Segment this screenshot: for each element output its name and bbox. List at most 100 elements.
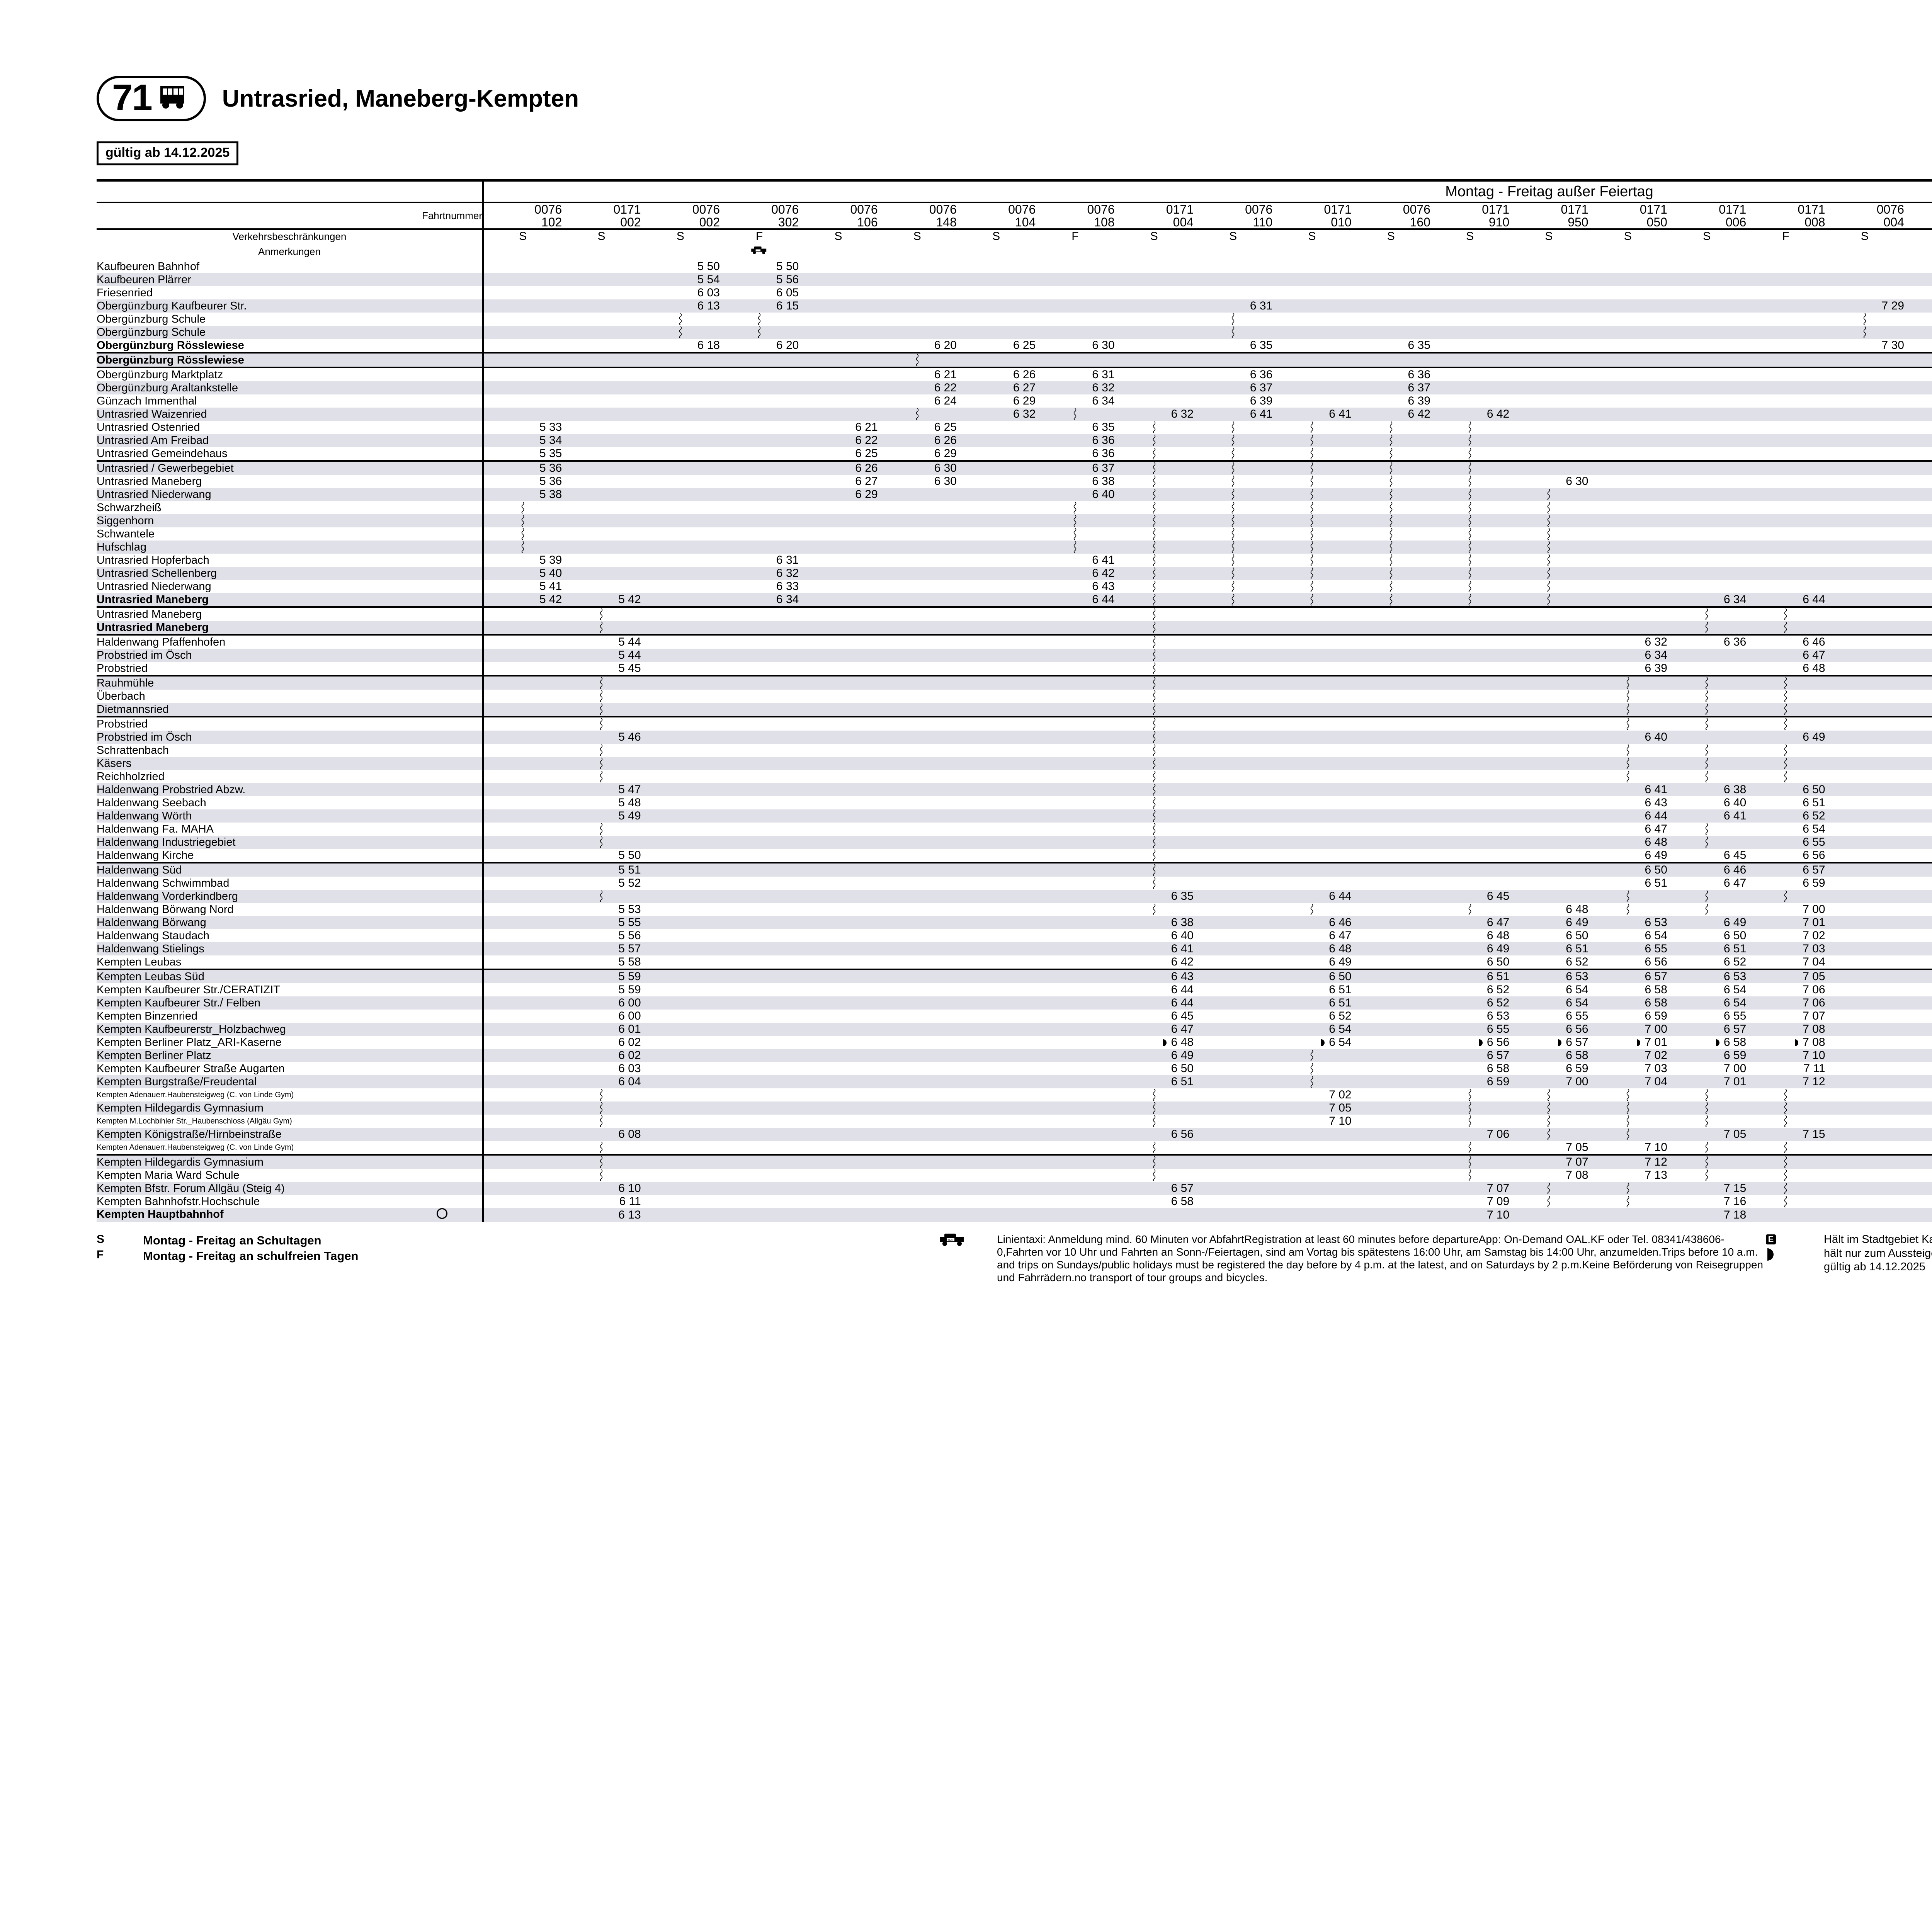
time-cell	[1667, 1169, 1746, 1182]
time-cell	[1430, 1169, 1509, 1182]
time-cell: 7 32	[1904, 381, 1932, 395]
time-cell	[719, 1049, 799, 1062]
continuation-squiggle	[521, 515, 524, 527]
table-row: Schrattenbach	[97, 744, 1932, 757]
continuation-squiggle	[1153, 1169, 1156, 1181]
time-cell	[719, 703, 799, 717]
time-cell	[1193, 757, 1273, 770]
time-cell	[1193, 649, 1273, 662]
time-cell	[956, 716, 1036, 731]
continuation-squiggle	[1705, 1156, 1708, 1168]
table-row: Schwantele	[97, 527, 1932, 541]
time-cell	[799, 1208, 878, 1222]
time-cell	[956, 1154, 1036, 1169]
time-cell	[1115, 849, 1194, 863]
time-cell	[641, 849, 720, 863]
time-cell	[641, 434, 720, 447]
time-cell: 6 58	[1588, 996, 1667, 1010]
time-cell: 5 48	[618, 796, 641, 809]
time-cell	[1036, 1195, 1114, 1208]
time-cell	[1430, 339, 1509, 353]
table-row: Kempten Berliner Platz 6 02 6 49 6 57 6 5…	[97, 1049, 1932, 1062]
time-cell	[1509, 823, 1588, 836]
time-cell: 5 53	[618, 903, 641, 916]
time-cell	[1351, 757, 1430, 770]
time-cell	[720, 421, 799, 434]
time-cell	[1667, 313, 1746, 326]
time-cell	[482, 849, 562, 863]
time-cell	[1904, 690, 1932, 703]
continuation-squiggle	[600, 891, 603, 903]
time-cell: 7 07	[1803, 1010, 1825, 1023]
time-cell	[1825, 475, 1904, 488]
time-cell: 6 50	[1486, 955, 1510, 969]
time-cell	[482, 381, 562, 395]
time-cell	[1351, 836, 1430, 849]
annotation-cell	[1588, 243, 1667, 260]
table-row: Haldenwang Kirche 5 50 6 496 456 56 7 55…	[97, 849, 1932, 863]
time-cell	[799, 408, 878, 421]
time-cell: 6 49	[1430, 942, 1510, 956]
time-cell	[956, 862, 1036, 877]
time-cell	[562, 890, 641, 903]
time-cell: 7 04	[1588, 1075, 1667, 1089]
annotation-cell	[878, 243, 957, 260]
stop-name: Kaufbeuren Plärrer	[97, 273, 484, 287]
time-cell	[957, 475, 1036, 488]
continuation-squiggle	[1389, 422, 1393, 433]
continuation-squiggle	[1153, 758, 1156, 770]
time-cell: 7 31	[1904, 367, 1932, 382]
time-cell: 6 59	[1803, 877, 1825, 890]
table-row: Kempten Königstraße/Hirnbeinstraße 6 08 …	[97, 1128, 1932, 1141]
time-cell	[720, 903, 799, 916]
time-cell	[1746, 690, 1825, 703]
time-cell: 6 58	[1645, 983, 1667, 996]
time-cell	[1825, 1208, 1904, 1222]
time-cell	[720, 1036, 799, 1049]
time-cell	[1193, 996, 1273, 1010]
continuation-squiggle	[1311, 594, 1313, 606]
time-cell	[957, 1088, 1036, 1101]
time-cell	[1272, 1049, 1352, 1062]
time-cell	[1036, 1169, 1114, 1182]
time-cell	[1825, 1115, 1904, 1128]
day-header-row: Montag - Freitag außer Feiertag	[97, 180, 1932, 202]
continuation-squiggle	[1153, 823, 1156, 835]
time-cell	[1825, 541, 1904, 554]
time-cell	[641, 352, 720, 368]
time-cell	[1115, 662, 1194, 676]
continuation-squiggle	[1153, 797, 1156, 809]
time-cell	[1351, 434, 1430, 447]
time-cell	[482, 1049, 562, 1062]
stop-name: Haldenwang Vorderkindberg	[97, 890, 484, 903]
time-cell	[957, 955, 1036, 969]
time-cell: 6 42	[1171, 955, 1194, 969]
time-cell	[719, 649, 799, 662]
time-cell	[1351, 634, 1430, 649]
time-cell	[1114, 836, 1194, 849]
time-cell	[1351, 916, 1430, 930]
table-row: Kempten Kaufbeurer Str./ Felben 6 00 6 4…	[97, 996, 1932, 1010]
time-cell	[1193, 731, 1273, 744]
time-cell	[1667, 273, 1747, 287]
time-cell	[1825, 690, 1904, 703]
time-cell	[1114, 1154, 1194, 1169]
continuation-squiggle	[1153, 850, 1156, 862]
time-cell	[799, 273, 878, 287]
time-cell	[562, 580, 641, 593]
table-row: Hufschlag	[97, 541, 1932, 554]
legend-symbol-s: S	[97, 1233, 105, 1246]
time-cell	[1272, 862, 1352, 877]
time-cell	[1825, 394, 1904, 408]
time-cell	[1036, 634, 1115, 649]
continuation-squiggle	[1153, 609, 1156, 620]
time-cell	[1746, 744, 1825, 757]
stop-name: Untrasried Ostenried	[97, 421, 484, 434]
time-cell	[1272, 849, 1351, 863]
time-cell	[1194, 744, 1272, 757]
time-cell	[720, 929, 799, 942]
time-cell	[1588, 1088, 1667, 1101]
table-row: Kempten Bahnhofstr.Hochschule 6 11 6 58 …	[97, 1195, 1932, 1209]
time-cell	[1904, 783, 1932, 797]
